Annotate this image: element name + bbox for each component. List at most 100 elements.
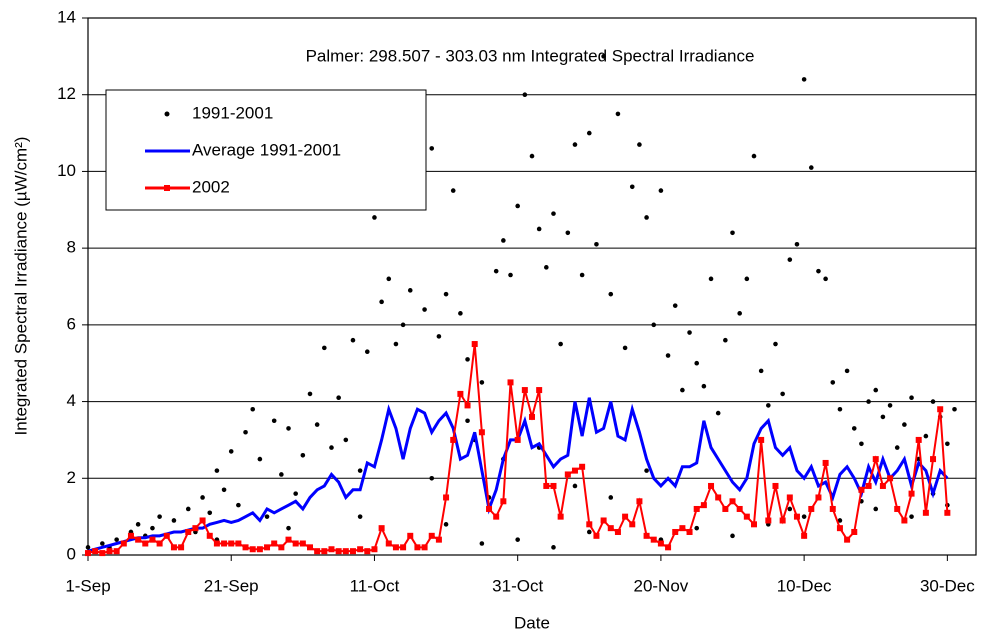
scatter-point [808,165,814,170]
scatter-point [608,495,614,500]
scatter-point [701,383,707,389]
line-marker [349,548,356,555]
line-marker [736,505,743,512]
scatter-point [443,291,449,297]
line-marker [643,532,650,539]
line-marker [443,494,450,501]
scatter-point [823,276,828,282]
line-marker [357,546,364,553]
line-marker [156,540,163,547]
x-tick-label: 11-Oct [350,576,400,595]
line-marker [765,517,772,524]
x-tick-label: 1-Sep [65,576,110,595]
line-marker [471,341,478,348]
scatter-point [586,529,592,535]
line-marker [127,532,134,539]
y-tick-label: 14 [57,7,76,26]
scatter-point [357,468,363,473]
scatter-point [171,518,177,523]
y-tick-label: 4 [67,391,76,410]
scatter-point [801,77,807,82]
scatter-point [737,311,742,316]
line-marker [700,502,707,509]
scatter-point [257,456,263,462]
line-marker [307,544,313,551]
line-marker [564,471,571,478]
line-marker [256,546,263,553]
scatter-point [658,188,664,193]
scatter-point [730,230,735,236]
line-marker [686,528,693,535]
line-marker [414,544,421,551]
scatter-point [558,341,563,347]
scatter-point [458,311,463,316]
scatter-point [909,514,914,519]
scatter-point [544,265,549,270]
scatter-point [723,337,728,343]
scatter-point [114,537,119,542]
scatter-point [221,487,227,493]
line-marker [786,494,793,501]
legend-label: 2002 [192,177,230,196]
line-marker [364,548,371,555]
line-marker [142,540,149,547]
scatter-point [665,353,671,358]
scatter-point [300,452,306,458]
line-marker [758,436,765,443]
scatter-point [357,514,363,519]
scatter-point [930,399,936,404]
scatter-point [228,449,234,454]
scatter-point [644,215,649,220]
scatter-point [680,387,685,393]
scatter-point [379,299,384,305]
scatter-point [443,522,449,527]
line-marker [228,540,235,547]
line-marker [708,482,715,489]
line-marker [829,505,836,512]
scatter-point [271,418,277,424]
line-marker [922,509,929,516]
line-marker [249,546,256,553]
line-marker [808,505,815,512]
legend-symbol [164,111,170,117]
line-marker [801,532,808,539]
line-marker [851,528,858,535]
scatter-point [672,303,678,308]
scatter-point [594,242,599,247]
line-marker [636,498,643,505]
scatter-point [508,272,513,278]
line-marker [335,548,342,555]
line-marker [170,544,177,551]
scatter-point [637,142,642,147]
scatter-point [715,410,721,416]
line-marker [650,536,657,543]
line-marker [593,532,600,539]
line-marker [858,486,865,493]
line-marker [428,532,435,539]
scatter-point [307,391,313,397]
line-marker [751,521,757,528]
scatter-point [393,341,399,347]
scatter-point [150,525,155,531]
x-tick-label: 31-Oct [492,576,543,595]
y-axis-label: Integrated Spectral Irradiance (µW/cm²) [11,137,30,436]
y-tick-label: 6 [67,314,76,333]
scatter-point [364,349,370,355]
scatter-point [844,368,850,374]
line-marker [213,540,220,547]
scatter-point [243,429,248,435]
scatter-point [372,215,377,220]
line-marker [106,548,113,555]
scatter-point [644,468,649,473]
line-marker [478,429,485,436]
y-tick-label: 12 [57,84,76,103]
line-marker [679,525,686,532]
line-marker [536,387,543,394]
scatter-point [830,380,836,385]
line-marker [285,536,292,543]
x-tick-label: 10-Dec [777,576,832,595]
scatter-point [837,518,843,523]
scatter-point [551,211,556,216]
line-marker [865,482,872,489]
line-marker [120,540,127,547]
